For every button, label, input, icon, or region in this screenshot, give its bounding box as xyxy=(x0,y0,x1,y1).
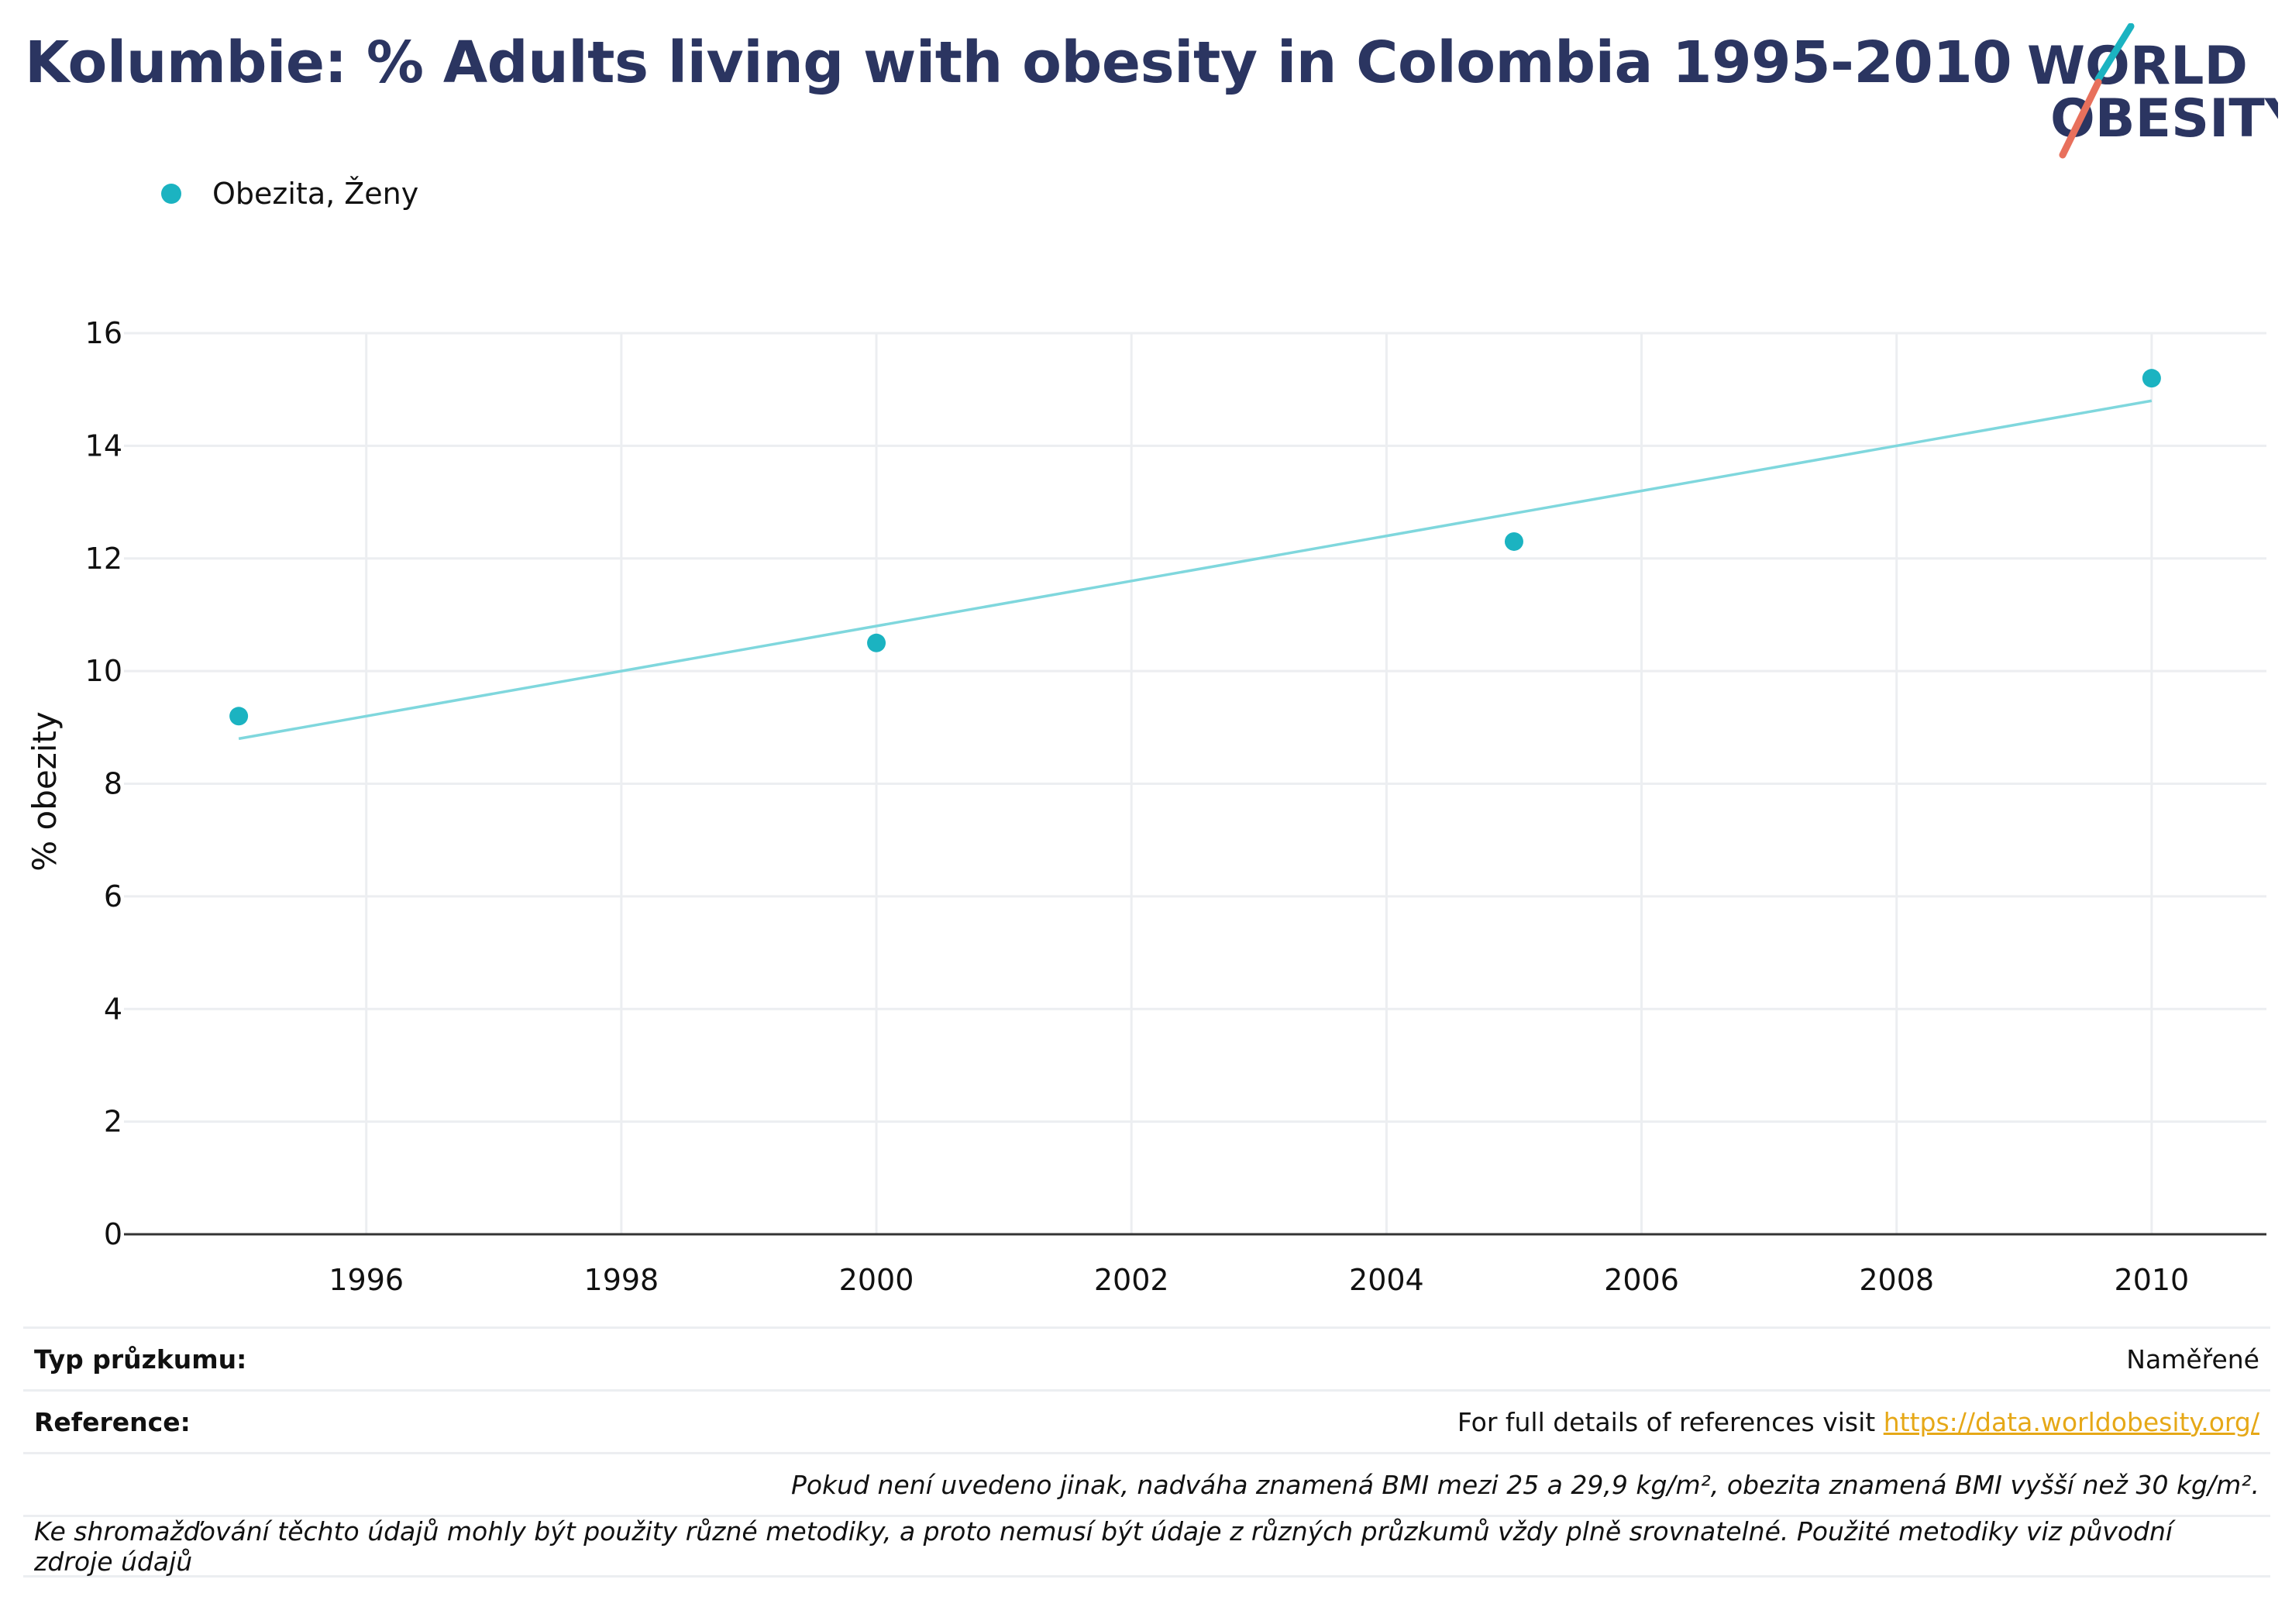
reference-text: For full details of references visit xyxy=(1457,1406,1884,1437)
y-tick-label: 14 xyxy=(85,428,122,463)
survey-type-label: Typ průzkumu: xyxy=(34,1344,247,1375)
survey-type-row: Typ průzkumu: Naměřené xyxy=(23,1326,2270,1389)
x-tick-label: 2002 xyxy=(1094,1263,1169,1297)
reference-value: For full details of references visit htt… xyxy=(1457,1407,2259,1437)
scatter-chart: 0 2 4 6 8 10 12 14 16 1996 1998 2000 2002 2004 2006 200… xyxy=(26,316,2266,1297)
y-tick-label: 4 xyxy=(104,992,122,1026)
reference-label: Reference: xyxy=(34,1406,191,1437)
y-tick-label: 6 xyxy=(104,879,122,914)
legend-label: Obezita, Ženy xyxy=(212,177,419,211)
chart-title: Kolumbie: % Adults living with obesity i… xyxy=(25,29,2012,96)
y-tick-label: 10 xyxy=(85,654,122,688)
y-axis-label: % obezity xyxy=(26,711,64,872)
reference-row: Reference: For full details of reference… xyxy=(23,1389,2270,1452)
y-tick-label: 0 xyxy=(104,1217,122,1251)
x-tick-label: 2004 xyxy=(1349,1263,1424,1297)
data-point xyxy=(1504,532,1523,551)
x-tick-label: 2000 xyxy=(839,1263,914,1297)
y-tick-label: 12 xyxy=(85,542,122,576)
info-table: Typ průzkumu: Naměřené Reference: For fu… xyxy=(23,1326,2270,1578)
survey-type-value: Naměřené xyxy=(2126,1344,2259,1375)
y-tick-label: 16 xyxy=(85,316,122,350)
methodology-note: Ke shromažďování těchto údajů mohly být … xyxy=(34,1516,2173,1577)
svg-text:OBESITY: OBESITY xyxy=(2050,88,2278,150)
world-obesity-logo: WORLD OBESITY xyxy=(2027,23,2278,159)
data-point xyxy=(867,633,886,652)
y-tick-label: 2 xyxy=(104,1105,122,1139)
data-point xyxy=(2142,369,2161,388)
x-tick-label: 1998 xyxy=(584,1263,659,1297)
x-tick-label: 1996 xyxy=(329,1263,404,1297)
data-point xyxy=(229,707,249,726)
legend-marker xyxy=(161,184,181,204)
x-tick-label: 2008 xyxy=(1859,1263,1934,1297)
y-tick-label: 8 xyxy=(104,767,122,801)
methodology-note-row: Ke shromažďování těchto údajů mohly být … xyxy=(23,1515,2270,1578)
x-tick-label: 2006 xyxy=(1604,1263,1679,1297)
trend-line xyxy=(238,399,2153,741)
bmi-note: Pokud není uvedeno jinak, nadváha znamen… xyxy=(790,1469,2259,1500)
legend[interactable]: Obezita, Ženy xyxy=(161,177,418,211)
x-tick-label: 2010 xyxy=(2115,1263,2190,1297)
reference-link[interactable]: https://data.worldobesity.org/ xyxy=(1883,1406,2259,1437)
bmi-note-row: Pokud není uvedeno jinak, nadváha znamen… xyxy=(23,1452,2270,1515)
svg-text:WORLD: WORLD xyxy=(2027,36,2248,97)
